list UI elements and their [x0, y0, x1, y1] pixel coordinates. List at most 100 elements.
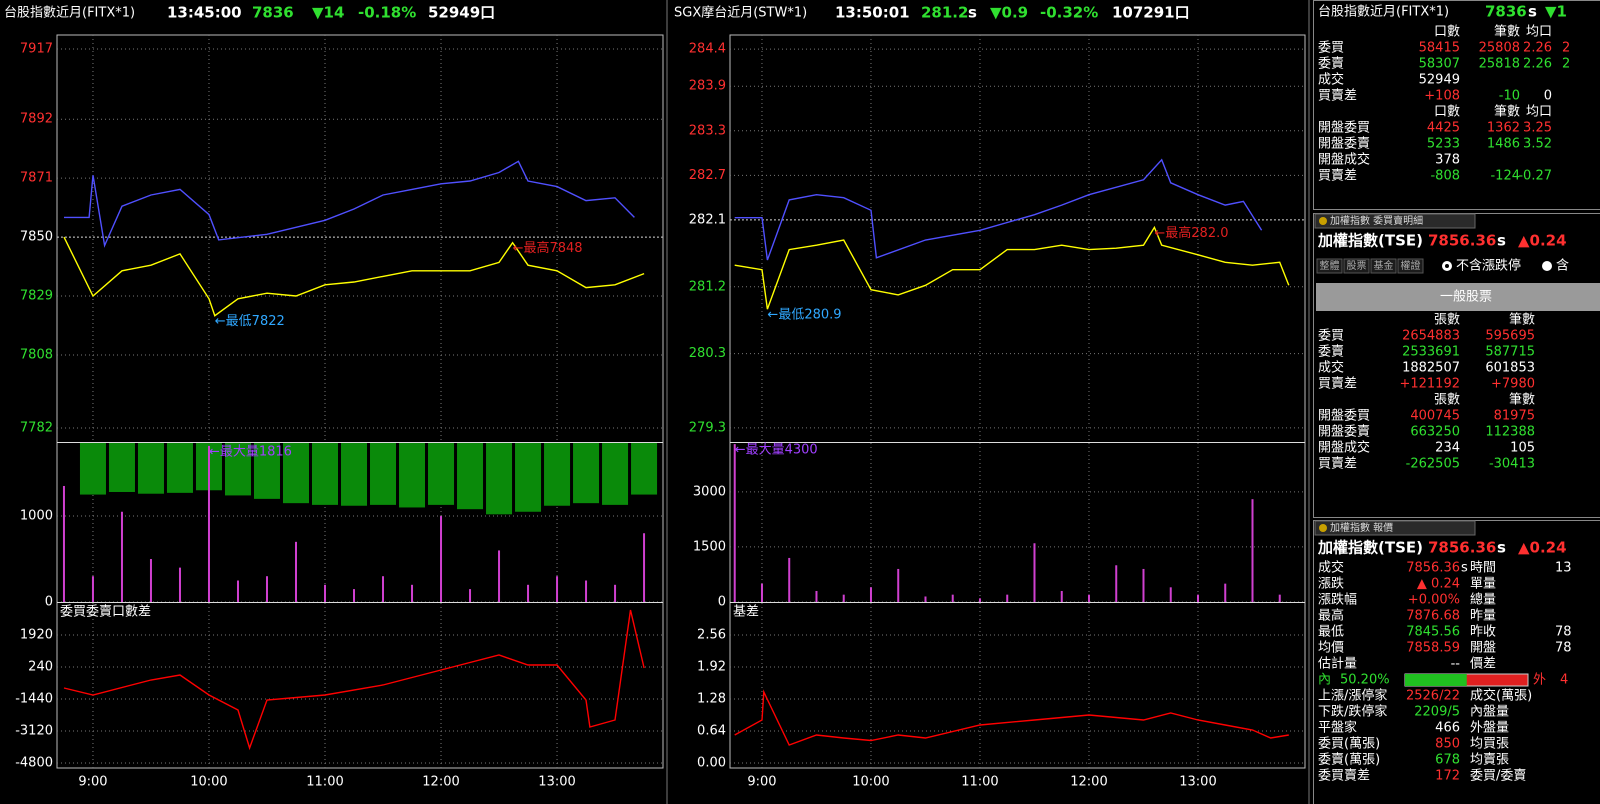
filter-button-label: 整體 — [1320, 259, 1340, 272]
volume-bar — [399, 443, 426, 508]
cell: 0 — [1544, 89, 1552, 104]
cell: 663250 — [1410, 425, 1460, 440]
y-tick-label: 1500 — [693, 539, 726, 554]
row-value: 13 — [1555, 561, 1572, 576]
quote-price: 7836 — [1485, 3, 1527, 21]
volume-bar — [411, 584, 414, 602]
filter-button[interactable] — [1343, 258, 1370, 274]
volume-bar — [643, 533, 646, 602]
row-value: 850 — [1435, 737, 1460, 752]
volume-bar — [207, 445, 210, 602]
index-flag: s — [1497, 539, 1506, 557]
column-header: 張數 — [1434, 393, 1460, 408]
row-label: 委買(萬張) — [1318, 737, 1380, 752]
row-value: 7858.59 — [1406, 641, 1460, 656]
volume-bar — [108, 443, 135, 492]
tab — [1314, 213, 1476, 229]
column-header: 筆數 — [1509, 393, 1535, 408]
cell: +108 — [1424, 89, 1460, 104]
volume-bar — [440, 516, 443, 602]
header-title: 台股指數近月(FITX*1) — [4, 6, 135, 21]
y-tick-label: 280.3 — [689, 346, 726, 361]
volume-bar — [788, 557, 791, 602]
cell: 81975 — [1494, 409, 1535, 424]
row-value: ▲ 0.24 — [1417, 577, 1460, 592]
volume-bar — [614, 584, 617, 602]
cell: 378 — [1435, 153, 1460, 168]
quote-title: 台股指數近月(FITX*1) — [1318, 5, 1449, 20]
volume-bar — [498, 550, 501, 602]
y-tick-label: 0 — [718, 595, 726, 610]
header-title: SGX摩台近月(STW*1) — [674, 5, 807, 21]
row-label: 開盤委賣 — [1318, 137, 1370, 152]
y-tick-label: 0.00 — [697, 756, 726, 771]
row-label: 漲跌幅 — [1318, 592, 1357, 608]
cell: 58415 — [1419, 41, 1460, 56]
volume-bar — [120, 511, 123, 602]
y-tick-label: -4800 — [15, 756, 53, 771]
cell: 2533691 — [1402, 345, 1460, 360]
series-line — [63, 609, 645, 751]
filter-button[interactable] — [1316, 258, 1343, 274]
category-bar — [1316, 283, 1600, 311]
cell: 2.26 — [1523, 57, 1552, 72]
radio-label: 含 — [1556, 258, 1569, 274]
plot-frame — [56, 34, 664, 769]
row-label: 開盤委買 — [1318, 409, 1370, 424]
column-header: 均口 — [1526, 105, 1552, 120]
y-tick-label: 1000 — [20, 509, 53, 524]
volume-bar — [1278, 594, 1281, 602]
index-change: ▲0.24 — [1518, 539, 1567, 557]
row-label: 價差 — [1470, 657, 1496, 672]
column-header: 張數 — [1434, 313, 1460, 328]
volume-bar — [1060, 590, 1063, 602]
cell: 52949 — [1419, 73, 1460, 88]
filter-button[interactable] — [1397, 258, 1424, 274]
y-tick-label: -1440 — [15, 692, 53, 707]
y-tick-label: 7892 — [20, 112, 53, 127]
header-change: ▼0.9 — [990, 4, 1028, 22]
volume-bar — [585, 580, 588, 602]
volume-bar — [149, 559, 152, 602]
column-header: 均口 — [1526, 25, 1552, 40]
row-label: 買賣差 — [1318, 169, 1357, 184]
row-value: 2209/5 — [1414, 705, 1460, 720]
row-label: 開盤 — [1470, 641, 1496, 656]
x-tick-label: 12:00 — [422, 775, 459, 790]
row-label: 成交 — [1318, 560, 1344, 576]
row-value: -- — [1451, 657, 1461, 672]
row-label: 委買 — [1318, 41, 1344, 56]
row-label: 成交 — [1318, 72, 1344, 88]
volume-bar — [1115, 565, 1118, 602]
radio-dot — [1445, 264, 1449, 268]
filter-button-label: 基金 — [1374, 259, 1394, 272]
volume-bar — [602, 443, 629, 505]
cell: 25808 — [1479, 41, 1520, 56]
index-name: 加權指數(TSE) — [1317, 539, 1423, 557]
filter-button[interactable] — [1370, 258, 1397, 274]
column-header: 口數 — [1434, 25, 1460, 40]
row-label: 買賣差 — [1318, 377, 1357, 392]
index-name: 加權指數(TSE) — [1317, 232, 1423, 250]
volume-bar — [324, 584, 327, 602]
row-value: 7856.36 — [1406, 561, 1460, 576]
quote-change: ▼1 — [1545, 3, 1567, 21]
volume-bar — [265, 576, 268, 602]
annotation: ←最高282.0 — [1154, 225, 1228, 241]
plot-frame — [729, 34, 1306, 769]
row-value: 466 — [1435, 721, 1460, 736]
row-label: 均賣張 — [1470, 753, 1509, 768]
y-tick-label: 279.3 — [689, 420, 726, 435]
ratio-bar — [1405, 674, 1467, 686]
row-label: 外盤量 — [1470, 721, 1509, 736]
radio[interactable] — [1542, 261, 1552, 271]
header-volume: 52949口 — [428, 4, 495, 22]
x-tick-label: 9:00 — [747, 775, 776, 790]
row-label: 委賣 — [1318, 57, 1344, 72]
volume-bar — [282, 443, 309, 504]
volume-bar — [62, 485, 65, 602]
x-tick-label: 11:00 — [961, 775, 998, 790]
y-tick-label: 281.2 — [689, 279, 726, 294]
cell: -124 — [1490, 169, 1520, 184]
